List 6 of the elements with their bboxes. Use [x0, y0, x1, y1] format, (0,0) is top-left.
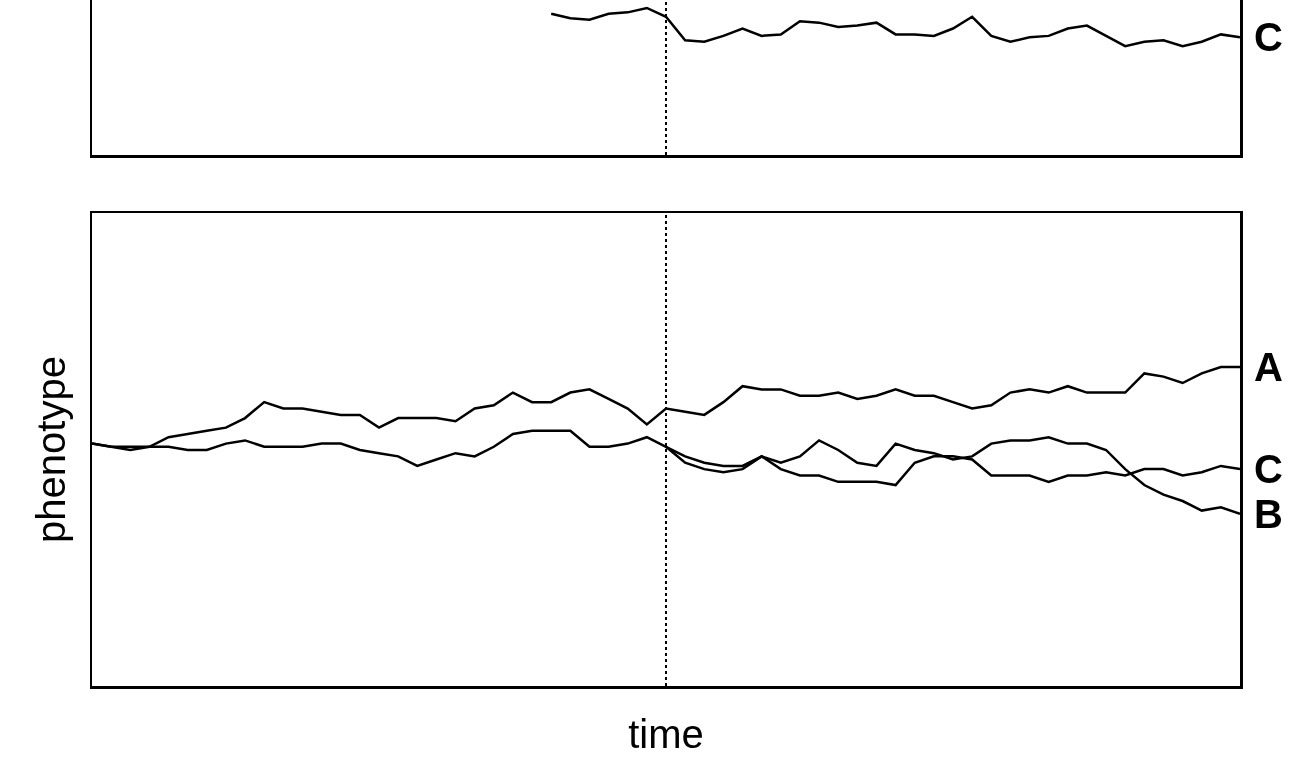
- series-label: A: [1254, 345, 1283, 389]
- series-label: B: [1254, 492, 1283, 536]
- series-label: C: [1254, 447, 1283, 491]
- series-label: C: [1254, 15, 1283, 59]
- x-axis-title: time: [628, 711, 704, 756]
- y-axis-title: phenotype: [28, 356, 73, 543]
